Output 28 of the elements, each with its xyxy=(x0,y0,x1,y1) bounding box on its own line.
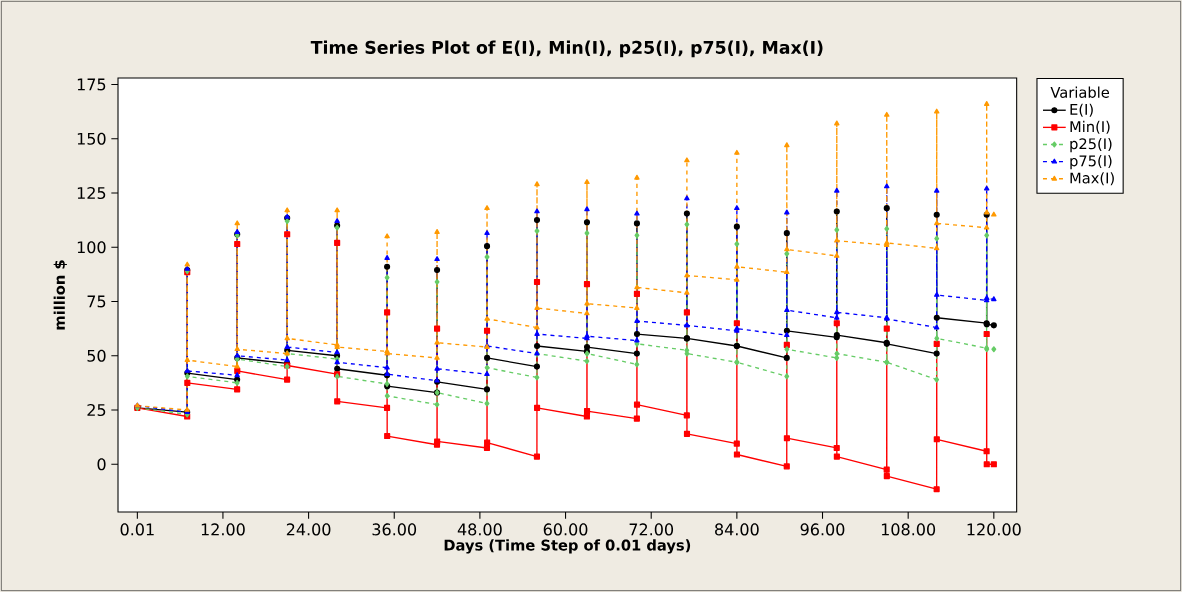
y-tick-label: 150 xyxy=(77,132,106,145)
legend-title: Variable xyxy=(1050,86,1110,98)
x-tick-label: 24.00 xyxy=(286,523,331,536)
legend-label: E(I) xyxy=(1070,103,1093,117)
y-axis-title: million $ xyxy=(53,260,67,330)
legend-label: p25(I) xyxy=(1070,137,1112,153)
y-tick-label: 25 xyxy=(87,403,106,417)
legend-label: p75(I) xyxy=(1070,155,1112,170)
x-tick-label: 108.00 xyxy=(881,523,936,536)
y-tick-label: 175 xyxy=(77,78,106,91)
y-tick-label: 125 xyxy=(77,186,106,200)
y-tick-label: 0 xyxy=(97,458,106,471)
legend-label: Max(I) xyxy=(1070,172,1114,186)
x-axis-title: Days (Time Step of 0.01 days) xyxy=(444,539,691,554)
x-tick-label: 72.00 xyxy=(629,523,674,536)
x-tick-label: 96.00 xyxy=(800,523,845,536)
x-tick-label: 120.00 xyxy=(967,523,1021,536)
x-tick-label: 12.00 xyxy=(201,523,245,536)
y-tick-label: 75 xyxy=(87,295,106,308)
x-tick-label: 84.00 xyxy=(715,523,759,536)
chart-title: Time Series Plot of E(I), Min(I), p25(I), p75(I), Max(I) xyxy=(310,40,823,58)
x-tick-label: 48.00 xyxy=(457,523,502,536)
x-tick-label: 60.00 xyxy=(543,523,588,536)
x-tick-label: 36.00 xyxy=(372,523,417,536)
y-tick-label: 100 xyxy=(77,241,106,254)
y-tick-label: 50 xyxy=(87,349,106,362)
x-tick-label: 0.01 xyxy=(120,523,154,536)
legend-label: Min(I) xyxy=(1070,120,1110,134)
